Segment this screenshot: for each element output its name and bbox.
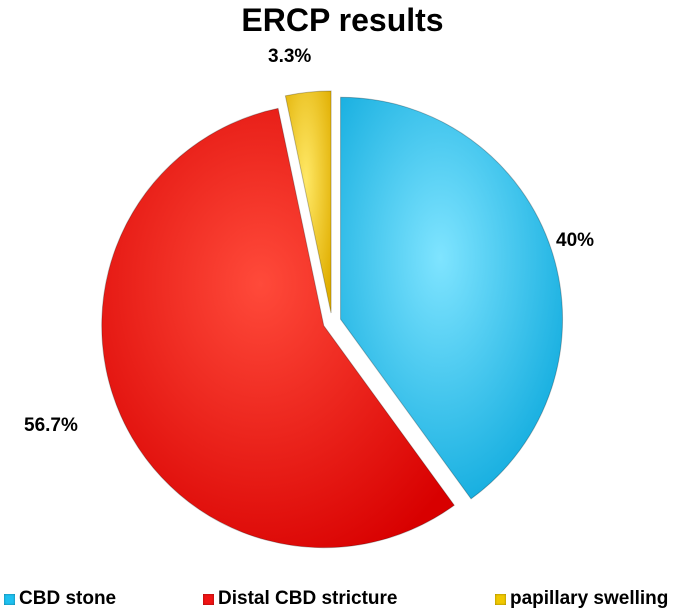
- legend-label-cbd-stone: CBD stone: [19, 588, 117, 609]
- data-label-papillary-swelling: 3.3%: [268, 46, 312, 67]
- legend-swatch-papillary-swelling: [495, 593, 506, 605]
- legend: CBD stone Distal CBD stricture papillary…: [0, 588, 685, 610]
- legend-label-distal-cbd-stricture: Distal CBD stricture: [218, 588, 398, 609]
- legend-item-papillary-swelling: papillary swelling: [495, 588, 668, 610]
- data-label-distal-cbd-stricture: 56.7%: [24, 415, 78, 436]
- legend-item-distal-cbd-stricture: Distal CBD stricture: [203, 588, 398, 610]
- legend-swatch-cbd-stone: [4, 593, 15, 605]
- pie-slice-cbd-stone: [340, 96, 564, 500]
- data-label-cbd-stone: 40%: [556, 230, 595, 251]
- legend-item-cbd-stone: CBD stone: [4, 588, 116, 610]
- pie-slice-papillary-swelling: [284, 90, 332, 314]
- pie-slice-distal-cbd-stricture: [101, 107, 455, 549]
- legend-label-papillary-swelling: papillary swelling: [510, 588, 669, 609]
- legend-swatch-distal-cbd-stricture: [203, 593, 214, 605]
- chart-title: ERCP results: [241, 2, 444, 38]
